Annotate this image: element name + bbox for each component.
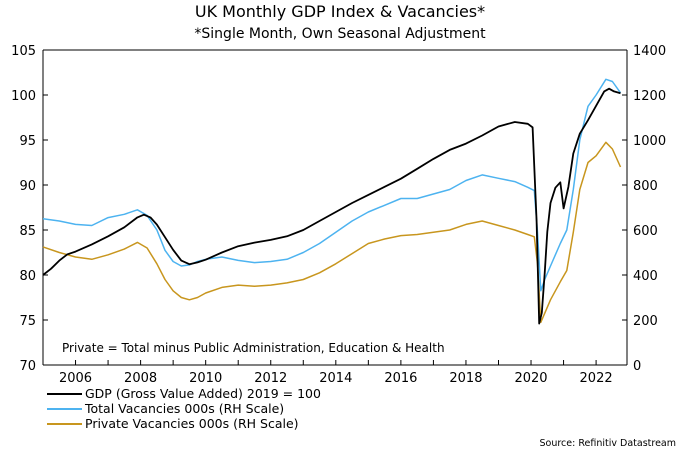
chart-annotation: Private = Total minus Public Administrat… [62,341,445,355]
legend-label: GDP (Gross Value Added) 2019 = 100 [85,386,321,401]
x-tick-label: 2018 [449,371,482,386]
right-tick-label: 800 [633,179,658,194]
left-tick-label: 75 [19,314,36,329]
right-tick-label: 1200 [633,89,666,104]
source-note: Source: Refinitiv Datastream [540,438,677,449]
x-tick-label: 2012 [254,371,287,386]
chart-subtitle: *Single Month, Own Seasonal Adjustment [194,26,486,42]
series-layer [42,78,622,325]
left-tick-label: 100 [11,89,36,104]
x-tick-label: 2022 [580,371,613,386]
left-tick-label: 85 [19,224,36,239]
right-tick-label: 200 [633,314,658,329]
right-tick-label: 1400 [633,44,666,59]
left-tick-label: 70 [19,359,36,374]
series-line-gdp [42,87,621,325]
legend: GDP (Gross Value Added) 2019 = 100Total … [47,386,321,431]
x-tick-label: 2014 [319,371,352,386]
legend-label: Total Vacancies 000s (RH Scale) [84,401,284,416]
x-tick-label: 2010 [189,371,222,386]
x-axis-ticks: 2006 2008 2010 2012 2014 2016 2018 2020 2022 [42,360,613,386]
chart-title: UK Monthly GDP Index & Vacancies* [195,2,485,21]
series-line-total-vacancies [42,78,622,292]
left-tick-label: 95 [19,134,36,149]
left-axis-ticks: 70 75 80 85 90 95 100 105 [11,44,48,374]
right-tick-label: 400 [633,269,658,284]
legend-label: Private Vacancies 000s (RH Scale) [85,416,299,431]
series-line-private-vacancies [42,141,622,324]
x-tick-label: 2016 [384,371,417,386]
right-tick-label: 1000 [633,134,666,149]
right-tick-label: 600 [633,224,658,239]
right-tick-label: 0 [633,359,641,374]
right-axis-ticks: 0 200 400 600 800 1000 1200 1400 [622,44,666,374]
left-tick-label: 105 [11,44,36,59]
left-tick-label: 90 [19,179,36,194]
left-tick-label: 80 [19,269,36,284]
x-tick-label: 2020 [514,371,547,386]
x-tick-label: 2006 [59,371,92,386]
x-tick-label: 2008 [124,371,157,386]
